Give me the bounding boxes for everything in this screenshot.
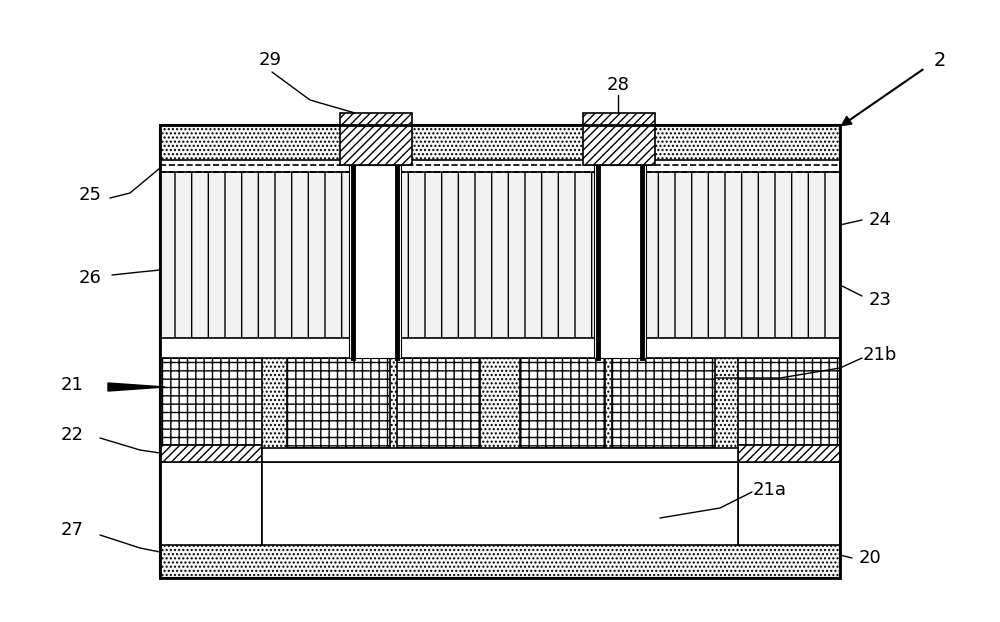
- Bar: [583, 113, 655, 165]
- Text: 25: 25: [78, 186, 102, 204]
- Bar: [160, 125, 840, 578]
- Text: 27: 27: [60, 521, 84, 539]
- Bar: [397, 358, 480, 448]
- Bar: [594, 165, 646, 358]
- Text: 2: 2: [934, 50, 946, 70]
- Bar: [262, 462, 738, 545]
- Text: 22: 22: [60, 426, 84, 444]
- Text: 20: 20: [859, 549, 881, 567]
- Text: 21a: 21a: [753, 481, 787, 499]
- Bar: [160, 462, 262, 545]
- Text: 23: 23: [868, 291, 892, 309]
- Text: 28: 28: [607, 76, 629, 94]
- Text: 21b: 21b: [863, 346, 897, 364]
- Bar: [738, 445, 840, 462]
- Bar: [520, 358, 605, 448]
- Bar: [160, 160, 840, 172]
- Bar: [262, 448, 738, 462]
- Bar: [612, 358, 715, 448]
- Bar: [160, 338, 840, 358]
- Text: 29: 29: [258, 51, 282, 69]
- Text: 24: 24: [868, 211, 892, 229]
- Bar: [160, 125, 840, 578]
- Bar: [340, 113, 412, 165]
- Text: 26: 26: [79, 269, 101, 287]
- Bar: [160, 165, 840, 340]
- Bar: [287, 358, 390, 448]
- Polygon shape: [108, 383, 165, 391]
- Bar: [349, 165, 401, 358]
- Bar: [738, 358, 840, 445]
- Bar: [160, 358, 262, 445]
- Bar: [160, 445, 262, 462]
- Text: 21: 21: [61, 376, 83, 394]
- Bar: [738, 462, 840, 545]
